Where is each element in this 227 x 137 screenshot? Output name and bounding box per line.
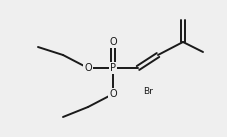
Text: O: O xyxy=(109,89,116,99)
Text: O: O xyxy=(109,37,116,47)
Text: Br: Br xyxy=(142,88,152,96)
Text: P: P xyxy=(109,63,116,73)
Text: O: O xyxy=(84,63,91,73)
